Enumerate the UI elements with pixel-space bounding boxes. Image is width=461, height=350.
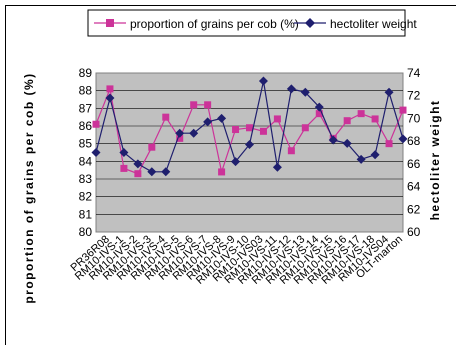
right-axis-title: hectoliter weight bbox=[428, 100, 442, 221]
data-point-diamond bbox=[175, 128, 185, 138]
legend-marker-diamond-icon bbox=[305, 18, 315, 28]
left-tick-label: 88 bbox=[79, 84, 93, 98]
data-point-square bbox=[162, 113, 170, 121]
data-point-square bbox=[148, 143, 156, 151]
left-tick-label: 83 bbox=[79, 172, 93, 186]
left-axis-title: proportion of grains per cob (%) bbox=[22, 72, 36, 303]
left-tick-label: 84 bbox=[79, 154, 93, 168]
data-point-square bbox=[343, 117, 351, 125]
data-point-square bbox=[357, 110, 365, 118]
plot-area bbox=[95, 72, 404, 233]
right-tick-label: 60 bbox=[407, 225, 421, 239]
data-point-square bbox=[134, 170, 142, 178]
data-point-diamond bbox=[384, 87, 394, 97]
right-tick-label: 68 bbox=[407, 134, 421, 148]
data-point-square bbox=[218, 168, 226, 176]
data-point-square bbox=[92, 120, 100, 128]
data-point-square bbox=[301, 124, 309, 132]
left-tick-label: 80 bbox=[79, 225, 93, 239]
plot-background bbox=[95, 72, 404, 233]
data-point-square bbox=[106, 85, 114, 93]
left-tick-label: 87 bbox=[79, 101, 93, 115]
data-point-diamond bbox=[272, 162, 282, 172]
data-point-diamond bbox=[217, 113, 227, 123]
right-tick-label: 74 bbox=[407, 66, 421, 80]
data-point-square bbox=[273, 115, 281, 123]
legend-label-hectoliter: hectoliter weight bbox=[330, 17, 417, 31]
data-point-square bbox=[385, 140, 393, 148]
legend-marker-square-icon bbox=[106, 19, 114, 27]
chart-frame bbox=[5, 5, 456, 345]
data-point-diamond bbox=[133, 159, 143, 169]
left-tick-label: 81 bbox=[79, 207, 93, 221]
data-point-diamond bbox=[91, 148, 101, 157]
data-point-diamond bbox=[314, 102, 324, 112]
right-axis: 60 62 64 66 68 70 72 74 bbox=[407, 66, 421, 239]
data-point-square bbox=[315, 110, 323, 118]
data-point-diamond bbox=[342, 138, 352, 148]
data-point-diamond bbox=[119, 148, 129, 157]
data-point-square bbox=[371, 115, 379, 123]
left-tick-label: 89 bbox=[79, 66, 93, 80]
data-point-diamond bbox=[161, 167, 171, 177]
data-point-diamond bbox=[300, 87, 310, 97]
data-point-diamond bbox=[398, 134, 408, 144]
right-axis-title-group: hectoliter weight bbox=[428, 100, 442, 221]
data-point-diamond bbox=[203, 117, 213, 127]
left-axis: 80 81 82 83 84 85 86 87 88 89 bbox=[79, 66, 93, 239]
x-axis: PR36R08RM10-IVS-1RM10-IVS-2RM10-IVS-3RM1… bbox=[68, 233, 405, 287]
data-point-diamond bbox=[189, 128, 199, 138]
data-point-diamond bbox=[231, 157, 241, 167]
data-point-square bbox=[204, 101, 212, 109]
data-point-diamond bbox=[258, 76, 268, 86]
data-point-diamond bbox=[286, 84, 296, 94]
data-point-square bbox=[399, 106, 407, 114]
series-layer bbox=[91, 76, 408, 178]
left-tick-label: 86 bbox=[79, 119, 93, 133]
data-point-square bbox=[176, 134, 184, 142]
left-axis-title-group: proportion of grains per cob (%) bbox=[22, 72, 36, 303]
legend: proportion of grains per cob (%) hectoli… bbox=[87, 9, 417, 37]
data-point-square bbox=[259, 127, 267, 135]
left-tick-label: 85 bbox=[79, 137, 93, 151]
right-tick-label: 66 bbox=[407, 157, 421, 171]
data-point-diamond bbox=[147, 167, 157, 177]
legend-label-proportion: proportion of grains per cob (%) bbox=[130, 17, 299, 31]
left-tick-label: 82 bbox=[79, 190, 93, 204]
data-point-diamond bbox=[370, 150, 380, 160]
legend-box bbox=[87, 9, 406, 37]
data-point-square bbox=[287, 147, 295, 155]
right-tick-label: 70 bbox=[407, 111, 421, 125]
data-point-square bbox=[190, 101, 198, 109]
right-tick-label: 64 bbox=[407, 180, 421, 194]
data-point-square bbox=[246, 124, 253, 132]
data-point-diamond bbox=[328, 135, 338, 145]
right-tick-label: 62 bbox=[407, 202, 421, 216]
data-point-diamond bbox=[356, 154, 366, 164]
right-tick-label: 72 bbox=[407, 89, 421, 103]
data-point-square bbox=[232, 126, 240, 134]
data-point-diamond bbox=[245, 140, 254, 150]
data-point-diamond bbox=[105, 93, 115, 103]
data-point-square bbox=[120, 164, 128, 172]
